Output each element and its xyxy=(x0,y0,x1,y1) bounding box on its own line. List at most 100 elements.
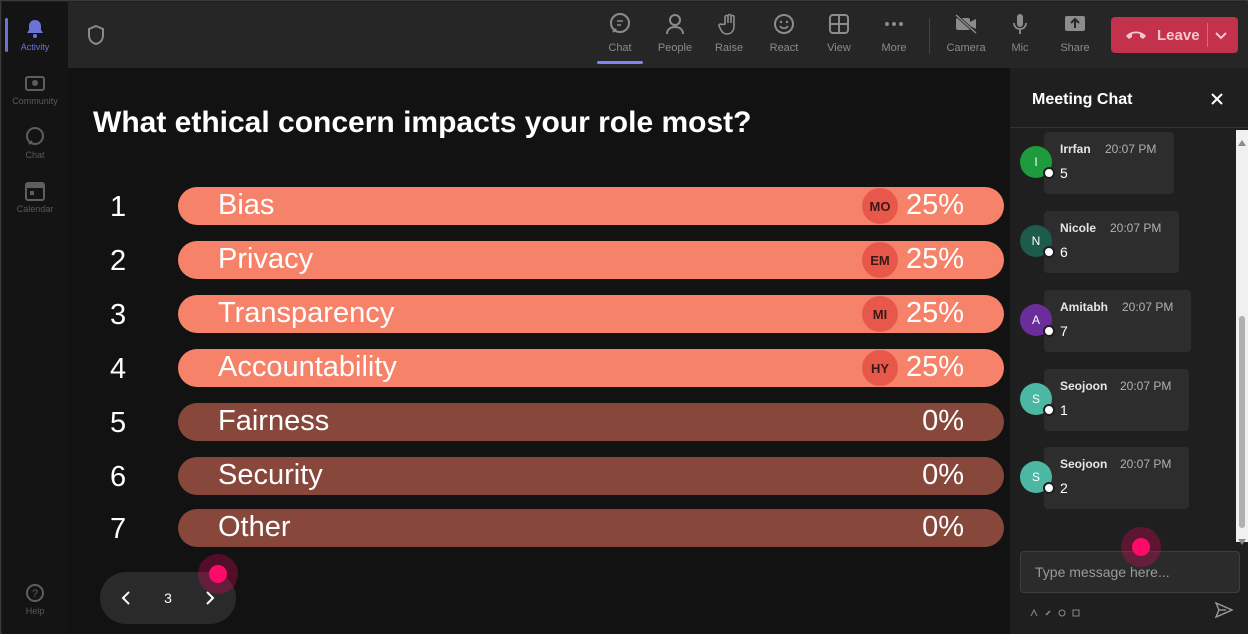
message-bubble[interactable]: Seojoon 20:07 PM 1 xyxy=(1044,369,1189,431)
community-icon xyxy=(25,73,45,93)
chat-message: Amitabh 20:07 PM 7 A xyxy=(1010,290,1236,354)
toolbar-more-button[interactable]: More xyxy=(867,12,921,62)
rail-item-community[interactable]: Community xyxy=(2,62,68,116)
bell-icon xyxy=(25,19,45,39)
rail-item-label: Calendar xyxy=(16,203,54,214)
send-icon[interactable] xyxy=(1214,601,1234,619)
option-label: Bias xyxy=(218,189,275,221)
share-icon xyxy=(1063,12,1087,36)
shield-icon xyxy=(86,24,108,46)
smiley-icon xyxy=(772,12,796,36)
presence-status-icon xyxy=(1043,246,1055,258)
rail-item-activity[interactable]: Activity xyxy=(2,8,68,62)
chat-message: Seojoon 20:07 PM 1 S xyxy=(1010,369,1236,433)
toolbar-raise-button[interactable]: Raise xyxy=(702,12,756,62)
toolbar-react-button[interactable]: React xyxy=(757,12,811,62)
click-indicator xyxy=(198,554,238,594)
message-bubble[interactable]: Amitabh 20:07 PM 7 xyxy=(1044,290,1191,352)
close-icon[interactable] xyxy=(1209,91,1225,107)
message-time: 20:07 PM xyxy=(1110,221,1162,235)
option-result-bar: Transparency MI 25% xyxy=(178,295,1004,333)
message-text: 7 xyxy=(1060,323,1068,339)
toolbar-camera-button[interactable]: Camera xyxy=(939,12,993,62)
toolbar-chat-button[interactable]: Chat xyxy=(593,12,647,64)
help-icon: ? xyxy=(25,583,45,603)
message-time: 20:07 PM xyxy=(1105,142,1157,156)
chat-scrollbar[interactable] xyxy=(1236,130,1248,545)
option-label: Transparency xyxy=(218,297,395,329)
option-percent: 25% xyxy=(905,297,964,329)
grid-icon xyxy=(827,12,851,36)
leave-button[interactable]: Leave xyxy=(1111,17,1238,53)
chevron-down-icon[interactable] xyxy=(1213,27,1229,43)
svg-text:?: ? xyxy=(32,588,38,600)
rail-item-label: Help xyxy=(25,605,45,616)
phone-hangup-icon xyxy=(1125,26,1147,44)
voter-avatar: HY xyxy=(862,350,898,386)
emoji-icon[interactable] xyxy=(1058,604,1066,617)
chat-message-input[interactable] xyxy=(1020,551,1240,593)
meeting-toolbar: Chat People Raise React View xyxy=(68,2,1248,68)
message-bubble[interactable]: Irrfan 20:07 PM 5 xyxy=(1044,132,1174,194)
format-icon[interactable] xyxy=(1030,604,1038,617)
message-text: 2 xyxy=(1060,480,1068,496)
message-bubble[interactable]: Seojoon 20:07 PM 2 xyxy=(1044,447,1189,509)
option-label: Privacy xyxy=(218,243,314,275)
toolbar-view-button[interactable]: View xyxy=(812,12,866,62)
more-icon xyxy=(882,12,906,36)
chat-icon xyxy=(608,12,632,36)
toolbar-mic-button[interactable]: Mic xyxy=(993,12,1047,62)
option-label: Accountability xyxy=(218,351,397,383)
poll-option-row: 6 Security 0% xyxy=(68,457,1010,497)
calendar-icon xyxy=(25,181,45,201)
toolbar-share-button[interactable]: Share xyxy=(1048,12,1102,62)
scroll-down-icon[interactable] xyxy=(1238,532,1246,545)
option-number: 2 xyxy=(110,245,127,277)
option-number: 5 xyxy=(110,407,127,439)
poll-option-row: 7 Other 0% xyxy=(68,509,1010,549)
sender-name: Irrfan xyxy=(1060,142,1091,156)
presence-status-icon xyxy=(1043,404,1055,416)
presence-status-icon xyxy=(1043,167,1055,179)
scrollbar-thumb[interactable] xyxy=(1239,316,1245,528)
option-percent: 25% xyxy=(905,243,964,275)
option-percent: 0% xyxy=(922,511,964,543)
option-result-bar: Accountability HY 25% xyxy=(178,349,1004,387)
chat-message: Nicole 20:07 PM 6 N xyxy=(1010,211,1236,275)
poll-option-row: 5 Fairness 0% xyxy=(68,403,1010,443)
leave-label: Leave xyxy=(1157,26,1200,44)
option-result-bar: Fairness 0% xyxy=(178,403,1004,441)
chat-title: Meeting Chat xyxy=(1032,91,1133,108)
poll-question: What ethical concern impacts your role m… xyxy=(93,106,752,139)
toolbar-button-label: Raise xyxy=(714,42,744,54)
message-bubble[interactable]: Nicole 20:07 PM 6 xyxy=(1044,211,1179,273)
chevron-right-icon[interactable] xyxy=(200,588,220,608)
option-number: 3 xyxy=(110,299,127,331)
toolbar-button-label: Camera xyxy=(946,42,986,54)
toolbar-button-label: View xyxy=(827,42,851,54)
toolbar-button-label: Mic xyxy=(1011,42,1029,54)
option-number: 6 xyxy=(110,461,127,493)
message-text: 5 xyxy=(1060,165,1068,181)
option-number: 1 xyxy=(110,191,127,223)
poll-option-row: 4 Accountability HY 25% xyxy=(68,349,1010,389)
attach-icon[interactable] xyxy=(1044,604,1052,616)
voter-avatar: EM xyxy=(862,242,898,278)
gif-icon[interactable] xyxy=(1072,604,1080,617)
chevron-left-icon[interactable] xyxy=(116,588,136,608)
message-time: 20:07 PM xyxy=(1122,300,1174,314)
option-result-bar: Bias MO 25% xyxy=(178,187,1004,225)
option-percent: 25% xyxy=(905,351,964,383)
click-indicator xyxy=(1121,527,1161,567)
option-percent: 0% xyxy=(922,459,964,491)
camera-off-icon xyxy=(954,12,978,36)
rail-item-calendar[interactable]: Calendar xyxy=(2,170,68,224)
option-result-bar: Privacy EM 25% xyxy=(178,241,1004,279)
option-percent: 0% xyxy=(922,405,964,437)
scroll-up-icon[interactable] xyxy=(1238,133,1246,146)
toolbar-people-button[interactable]: People xyxy=(648,12,702,62)
rail-item-chat[interactable]: Chat xyxy=(2,116,68,170)
rail-item-help[interactable]: ? Help xyxy=(2,572,68,626)
option-label: Fairness xyxy=(218,405,330,437)
